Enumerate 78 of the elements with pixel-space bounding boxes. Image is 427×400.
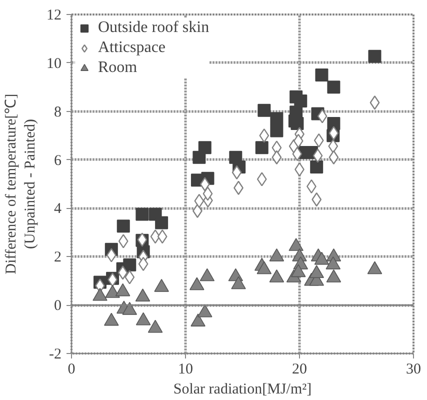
point (200, 177, 210, 192)
point (315, 68, 328, 82)
point (194, 194, 204, 208)
point (314, 133, 324, 148)
point (92, 288, 108, 301)
point (326, 256, 341, 270)
point (255, 141, 268, 154)
point (326, 269, 342, 282)
point (328, 150, 339, 164)
point (116, 220, 130, 233)
legend-label: Outside roof skin (98, 19, 210, 37)
point (138, 256, 148, 272)
point (190, 314, 206, 326)
point (123, 258, 136, 272)
point (148, 320, 163, 333)
point (269, 248, 284, 262)
point (258, 104, 271, 117)
y-tick-label: 2 (54, 250, 62, 266)
x-tick-label: 10 (178, 362, 193, 378)
point (190, 277, 204, 290)
point (293, 134, 304, 148)
point (327, 80, 340, 94)
y-tick-label: 6 (54, 152, 62, 169)
x-tick-label: 30 (406, 362, 421, 378)
point (256, 172, 267, 186)
point (124, 270, 135, 284)
point (106, 248, 116, 262)
y-tick-label: -2 (49, 346, 62, 362)
point (312, 192, 322, 207)
point (136, 312, 151, 326)
point (309, 265, 324, 278)
point (312, 148, 323, 163)
y-tick-label: 8 (54, 104, 62, 120)
point (155, 216, 168, 230)
point (270, 124, 284, 138)
x-axis-title: Solar radiation[MJ/m²] (173, 382, 312, 398)
point (232, 165, 242, 180)
legend-label: Room (98, 59, 138, 77)
point (292, 146, 302, 162)
y-tick-label: 12 (46, 8, 62, 24)
point (256, 261, 272, 274)
point (115, 283, 130, 296)
point (104, 312, 119, 326)
x-tick-label: 0 (68, 362, 76, 378)
point (310, 160, 324, 174)
point (314, 252, 330, 265)
point (259, 128, 270, 143)
point (231, 276, 246, 290)
point (328, 126, 339, 140)
point (135, 288, 150, 302)
y-tick-label: 0 (54, 298, 62, 314)
point (122, 302, 138, 315)
point (270, 112, 284, 126)
point (118, 234, 128, 248)
point (290, 116, 304, 130)
point (368, 50, 382, 63)
point (294, 94, 308, 108)
point (200, 268, 215, 282)
point (198, 141, 212, 154)
point (202, 186, 213, 201)
point (367, 261, 382, 274)
point (118, 266, 128, 280)
point (288, 238, 304, 251)
point (290, 264, 306, 278)
point (317, 109, 328, 124)
legend-label: Atticspace (98, 39, 166, 57)
point (272, 150, 282, 164)
x-tick-label: 20 (292, 362, 307, 378)
point (154, 278, 169, 292)
point (136, 208, 149, 221)
point (157, 229, 168, 244)
point (105, 284, 120, 298)
point (197, 304, 212, 318)
y-tick-label: 10 (46, 56, 62, 72)
point (269, 269, 284, 282)
y-tick-label: 4 (54, 201, 62, 218)
point (370, 96, 380, 110)
y-axis-title: Difference of temperature[℃] (Unpainted - Painted) (3, 94, 38, 274)
